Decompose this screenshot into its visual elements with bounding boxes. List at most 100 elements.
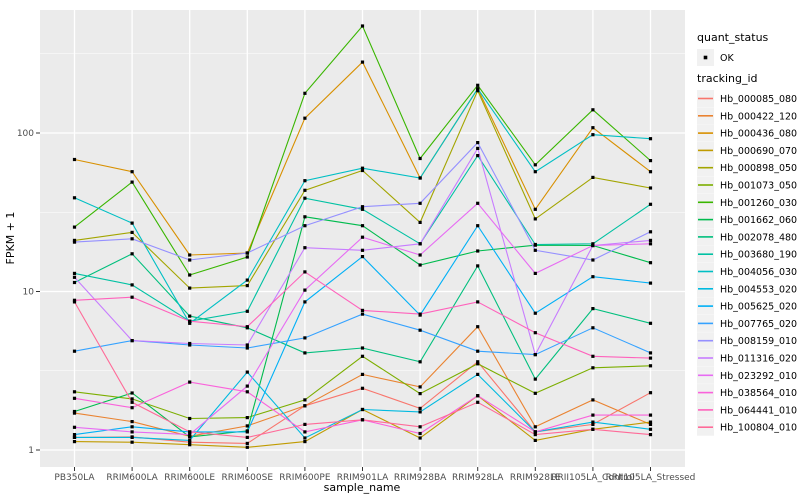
data-point [418,176,422,180]
data-point [360,24,365,28]
data-point [476,400,480,404]
data-point [648,238,653,242]
x-tick-label: RRIM600LA [106,473,158,483]
data-point [188,380,192,384]
data-point [476,154,480,158]
data-point [188,440,192,444]
data-point [303,436,307,440]
data-point [476,224,480,228]
data-point [533,391,537,395]
data-point [72,435,77,439]
data-point [188,286,192,290]
data-point [72,238,77,242]
x-tick-label: RRIM600SE [222,473,274,483]
data-point [72,390,77,394]
data-point [591,108,595,112]
data-point [648,351,653,355]
data-point [360,205,365,209]
data-point [591,258,595,262]
data-point [591,126,595,130]
data-point [648,356,653,360]
data-point [303,336,307,340]
data-point [476,325,480,329]
data-point [130,435,134,439]
data-point [72,425,77,429]
data-point [648,391,653,395]
data-point [360,168,365,173]
data-point [245,343,249,347]
data-point [130,425,134,429]
data-point [476,300,480,304]
x-tick-label: RRII105LA_Control [551,473,634,483]
data-point [476,201,480,205]
data-point [533,242,537,247]
legend: quant_status tracking_id OK Hb_000085_080… [697,31,797,436]
data-point [130,221,134,225]
data-point [303,116,307,120]
legend-title-tracking-id: tracking_id [697,72,758,85]
x-axis-title: sample_name [324,481,401,494]
ok-point-icon [703,55,708,60]
data-point [188,258,192,262]
data-point [130,440,134,444]
data-point [418,436,422,440]
legend-label-Hb_000085_080: Hb_000085_080 [720,94,797,105]
data-point [648,170,653,174]
x-tick-label: RRIM928BA [394,473,447,483]
data-point [533,430,537,434]
data-point [648,202,653,206]
data-point [648,422,653,426]
x-tick-label: RRIM928LE [510,473,561,483]
data-point [360,224,365,228]
data-point [418,406,422,410]
data-point [360,407,365,412]
data-point [591,326,595,330]
data-point [303,270,307,274]
data-point [245,430,249,434]
data-point [360,312,365,316]
data-point [360,255,365,259]
x-tick-label: RRIM600PE [279,473,331,483]
data-point [591,354,595,358]
data-point [648,364,653,368]
data-point [476,360,480,364]
data-point [360,248,365,252]
data-point [303,422,307,426]
data-point [533,425,537,429]
y-tick-label: 10 [23,288,35,298]
data-point [72,409,77,414]
legend-items: OK Hb_000085_080 Hb_000422_120 Hb_000436_08… [697,49,797,436]
data-point [245,384,249,388]
data-point [130,339,134,343]
data-point [591,275,595,279]
data-point [476,83,480,87]
legend-label-Hb_100804_010: Hb_100804_010 [720,423,797,434]
data-point [648,420,653,424]
data-point [418,253,422,257]
data-point [418,220,422,224]
data-point [418,263,422,267]
data-point [360,418,365,422]
legend-label-Hb_005625_020: Hb_005625_020 [720,302,797,313]
data-point [130,420,134,424]
data-point [245,251,249,255]
data-point [360,308,365,312]
data-point [360,235,365,239]
data-point [245,325,249,329]
data-point [418,431,422,436]
data-point [360,354,365,358]
data-point [648,186,653,190]
data-point [648,230,653,234]
x-tick-label: RRIM928LA [452,473,504,483]
data-point [72,440,77,444]
data-point [130,180,134,184]
data-point [476,372,480,376]
data-point [591,175,595,179]
legend-label-Hb_000690_070: Hb_000690_070 [720,146,797,157]
data-point [360,386,365,390]
data-point [476,146,480,150]
data-point [130,283,134,287]
data-point [130,406,134,410]
data-point [245,309,249,313]
